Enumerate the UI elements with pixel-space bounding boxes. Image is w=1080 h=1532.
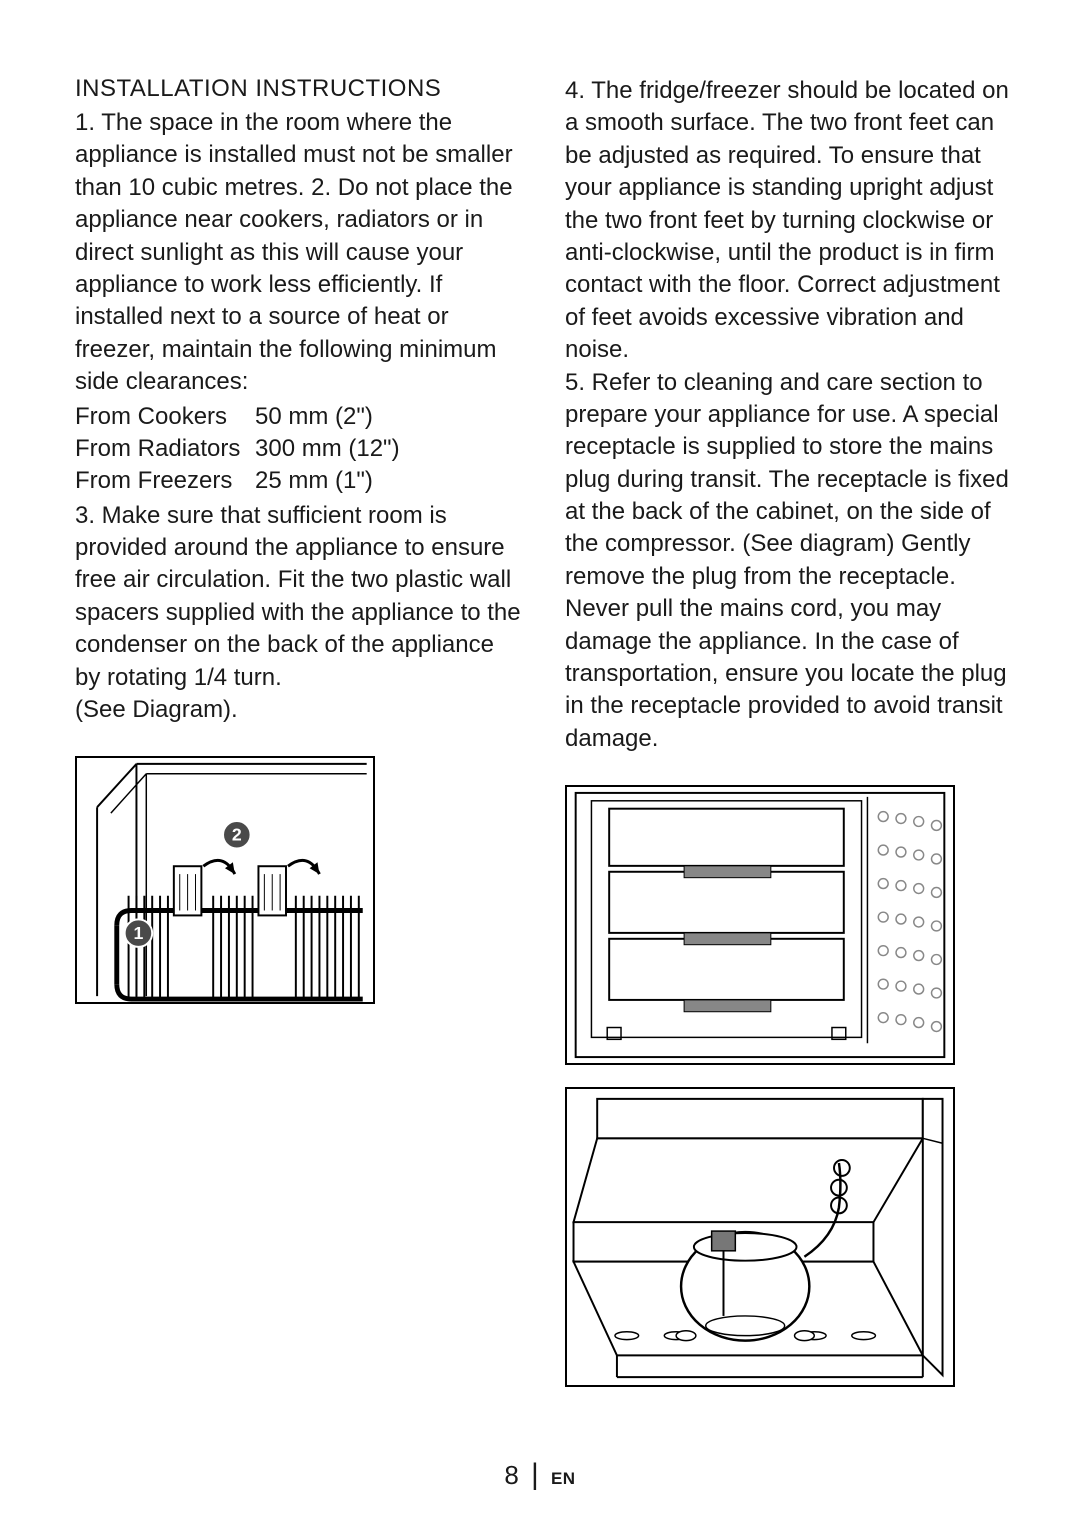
left-para-1: 1. The space in the room where the appli… bbox=[75, 107, 525, 399]
installation-heading: INSTALLATION INSTRUCTIONS bbox=[75, 75, 525, 103]
page-number: 8 bbox=[504, 1460, 518, 1490]
clearance-row: From Radiators 300 mm (12") bbox=[75, 433, 525, 465]
page-content: INSTALLATION INSTRUCTIONS 1. The space i… bbox=[75, 75, 1015, 1455]
clearance-value: 50 mm (2") bbox=[255, 401, 373, 433]
clearance-label: From Radiators bbox=[75, 433, 255, 465]
clearance-value: 300 mm (12") bbox=[255, 433, 400, 465]
page-footer: 8 | EN bbox=[0, 1458, 1080, 1492]
clearance-value: 25 mm (1") bbox=[255, 465, 373, 497]
language-code: EN bbox=[551, 1469, 576, 1488]
fridge-interior-diagram bbox=[565, 785, 955, 1065]
wall-spacer-diagram: 1 2 bbox=[75, 756, 375, 1004]
right-para-1: 4. The fridge/freezer should be located … bbox=[565, 75, 1015, 367]
footer-separator: | bbox=[531, 1458, 539, 1491]
compressor-diagram bbox=[565, 1087, 955, 1387]
right-para-2: 5. Refer to cleaning and care section to… bbox=[565, 367, 1015, 756]
right-column: 4. The fridge/freezer should be located … bbox=[565, 75, 1015, 1455]
clearance-table: From Cookers 50 mm (2") From Radiators 3… bbox=[75, 401, 525, 498]
left-column: INSTALLATION INSTRUCTIONS 1. The space i… bbox=[75, 75, 525, 1455]
see-diagram-text: (See Diagram). bbox=[75, 694, 525, 726]
clearance-row: From Freezers 25 mm (1") bbox=[75, 465, 525, 497]
clearance-label: From Cookers bbox=[75, 401, 255, 433]
clearance-label: From Freezers bbox=[75, 465, 255, 497]
clearance-row: From Cookers 50 mm (2") bbox=[75, 401, 525, 433]
callout-2-label: 2 bbox=[232, 825, 242, 845]
callout-1-label: 1 bbox=[133, 923, 143, 943]
left-para-2: 3. Make sure that sufficient room is pro… bbox=[75, 500, 525, 694]
